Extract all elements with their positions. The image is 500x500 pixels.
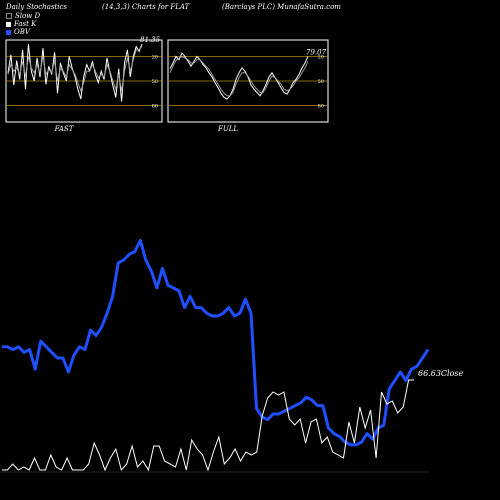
header-title: (14,3,3) Charts for FLAT [102, 3, 190, 11]
last-value-label-fast: 81.35 [140, 36, 161, 44]
close-value-label: 66.63Close [418, 369, 464, 378]
panel-fast: 80 50 20 81.35 FAST [5, 36, 163, 133]
tick-label-50: 50 [152, 79, 158, 85]
close-line [2, 379, 414, 472]
legend-label-fast-k: Fast K [14, 20, 37, 28]
series-line-fast-k [169, 52, 309, 100]
tick-label-20: 80 [318, 104, 324, 110]
tick-label-20: 80 [152, 104, 158, 110]
panel-title-fast: FAST [54, 125, 75, 133]
legend-label-slow-d: Slow D [15, 12, 41, 20]
series-line-slow-d [169, 55, 309, 97]
header-source: (Barclays PLC) MunafaSutra.com [222, 3, 341, 11]
series-line-fast-k [7, 43, 143, 102]
legend-item-slow-d: Slow D [6, 12, 40, 20]
tick-label-80: 20 [152, 54, 158, 60]
legend-swatch-obv [6, 29, 11, 35]
main-chart: 66.63Close [0, 238, 464, 473]
legend-item-fast-k: Fast K [6, 20, 40, 28]
legend-swatch-slow-d [6, 13, 12, 19]
legend-swatch-fast-k [6, 21, 11, 27]
obv-line [2, 238, 430, 447]
tick-label-50: 50 [318, 79, 324, 85]
legend-item-obv: OBV [6, 28, 40, 36]
panel-title-full: FULL [217, 125, 238, 133]
header-left: Daily Stochastics [6, 3, 68, 11]
last-value-label-full: 79.07 [306, 48, 327, 56]
legend: Slow D Fast K OBV [6, 12, 40, 36]
tick-label-80: 20 [318, 54, 324, 60]
series-line-slow-d [7, 46, 143, 93]
legend-label-obv: OBV [14, 28, 30, 36]
